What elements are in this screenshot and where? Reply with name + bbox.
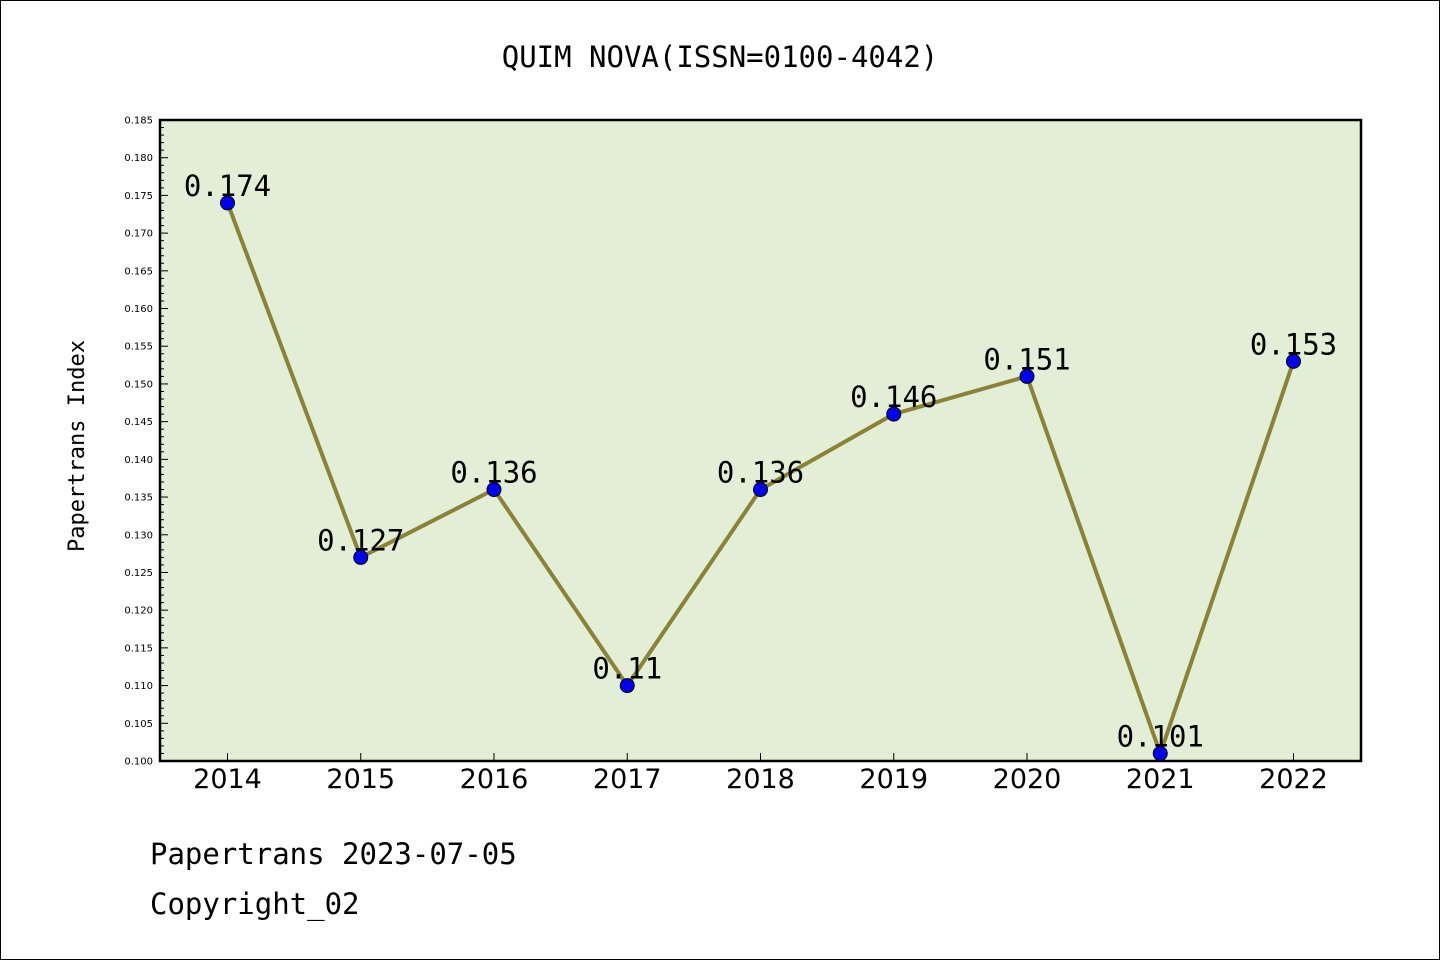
y-tick-label: 0.125 [124,568,153,579]
footer-date: Papertrans 2023-07-05 [150,837,517,871]
data-point-marker [486,482,502,498]
y-tick-label: 0.120 [124,606,153,617]
y-tick-label: 0.100 [124,757,153,768]
y-tick-label: 0.150 [124,379,153,390]
data-label-group: 0.174 0.127 0.136 0.11 0.136 0.146 0.151 0.101 0… [184,169,1337,754]
y-axis-label: Papertrans Index [65,340,90,552]
marker-group [220,195,1301,761]
data-point-marker [353,549,369,565]
y-tick-label: 0.140 [124,455,153,466]
data-point-marker [886,406,902,422]
data-point-marker [619,678,635,694]
x-tick-label: 2020 [993,764,1062,795]
y-tick-label: 0.115 [124,643,153,654]
data-label: 0.146 [850,380,937,414]
data-label: 0.136 [717,456,804,490]
x-tick-label: 2016 [460,764,529,795]
data-point-marker [1019,368,1035,384]
y-tick-label: 0.160 [124,304,153,315]
x-tick-label: 2018 [726,764,795,795]
y-tick-label: 0.175 [124,191,153,202]
x-tick-label: 2015 [326,764,395,795]
x-axis-ticks: 2014 2015 2016 2017 2018 2019 2020 2021 2022 [193,753,1328,795]
data-label: 0.174 [184,169,271,203]
y-tick-label: 0.165 [124,266,153,277]
y-tick-label: 0.155 [124,342,153,353]
data-point-marker [753,482,768,498]
y-tick-label: 0.105 [124,719,153,730]
y-tick-label: 0.110 [124,681,153,692]
x-tick-label: 2021 [1126,764,1195,795]
y-tick-label: 0.170 [124,229,153,240]
x-tick-label: 2022 [1259,764,1328,795]
data-label: 0.151 [983,342,1070,376]
y-tick-label: 0.135 [124,493,153,504]
x-tick-label: 2019 [859,764,928,795]
x-tick-label: 2017 [593,764,662,795]
y-tick-label: 0.180 [124,153,153,164]
data-label: 0.127 [317,523,404,557]
data-label: 0.101 [1117,719,1204,753]
chart-title: QUIM NOVA(ISSN=0100-4042) [502,40,939,74]
x-tick-label: 2014 [193,764,262,795]
plot-area [158,118,1363,763]
data-point-marker [1286,353,1301,369]
data-point-marker [1152,745,1168,761]
footer-copyright: Copyright_02 [150,887,360,922]
y-axis-ticks: 0.100 0.105 0.110 0.115 0.120 0.125 0.130 0.135… [124,116,168,768]
y-tick-label: 0.185 [124,116,153,127]
data-label: 0.153 [1250,327,1337,361]
data-label: 0.11 [592,652,662,686]
y-tick-label: 0.130 [124,530,153,541]
data-point-marker [220,195,235,211]
data-label: 0.136 [450,456,537,490]
y-tick-label: 0.145 [124,417,153,428]
